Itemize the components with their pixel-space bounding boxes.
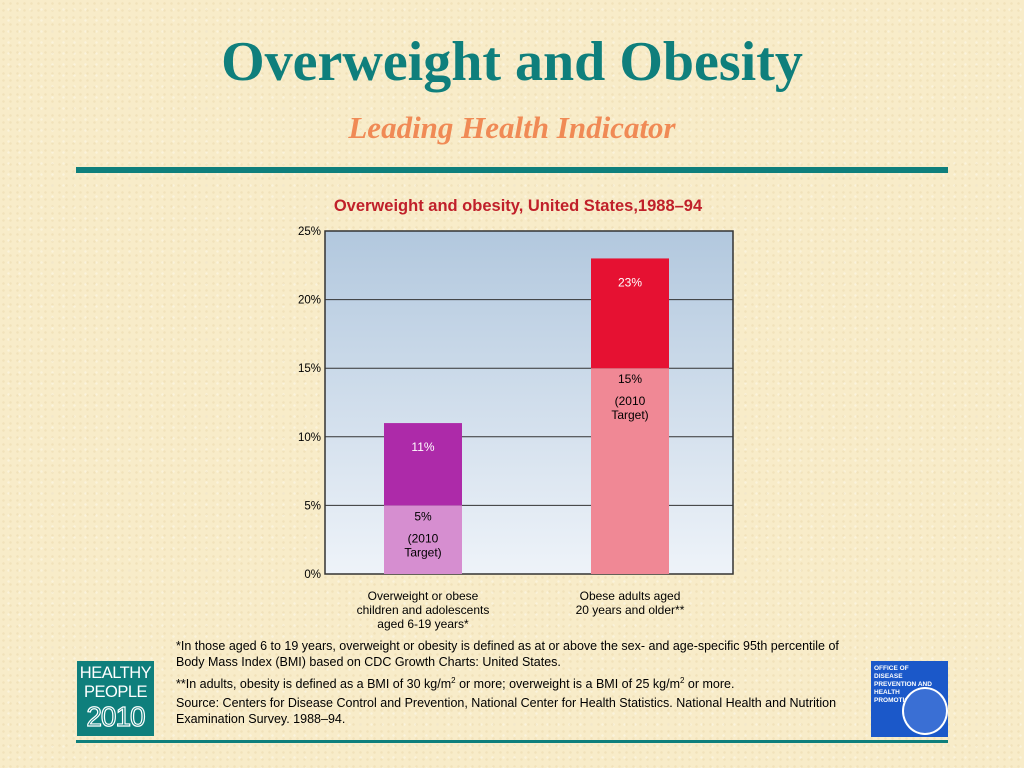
x-category-label: 20 years and older** [576, 603, 685, 617]
healthy-people-2010-logo: HEALTHY PEOPLE 2010 [77, 661, 154, 736]
x-category-label: Obese adults aged [580, 589, 681, 603]
top-divider [76, 167, 948, 173]
y-tick-label: 10% [298, 432, 321, 444]
x-category-label: Overweight or obese [368, 589, 479, 603]
footnote-adults: **In adults, obesity is defined as a BMI… [176, 676, 735, 692]
y-tick-label: 20% [298, 295, 321, 307]
bar-chart: Overweight and obesity, United States,19… [298, 197, 734, 631]
chart-title: Overweight and obesity, United States,19… [334, 197, 703, 215]
footnote-children: *In those aged 6 to 19 years, overweight… [176, 639, 839, 669]
footnotes: *In those aged 6 to 19 years, overweight… [176, 638, 856, 730]
y-tick-label: 5% [304, 500, 321, 512]
y-tick-label: 15% [298, 363, 321, 375]
bar-target-note: (2010 [615, 394, 646, 408]
bar-target-label: 5% [414, 509, 432, 523]
bar-target-segment [384, 505, 462, 574]
bar-target-note: Target) [611, 408, 648, 422]
bar-top-segment [591, 258, 669, 369]
y-tick-label: 0% [304, 569, 321, 581]
slide-subtitle: Leading Health Indicator [348, 110, 676, 145]
y-axis-ticks: 0% 5% 10% 15% 20% 25% [298, 226, 321, 581]
x-category-label: children and adolescents [357, 603, 490, 617]
seal-icon [902, 687, 948, 735]
bar-target-note: (2010 [408, 531, 439, 545]
source-note: Source: Centers for Disease Control and … [176, 696, 837, 727]
slide-title: Overweight and Obesity [221, 31, 803, 93]
bar-target-note: Target) [404, 545, 441, 559]
bar-total-label: 23% [618, 275, 642, 289]
y-tick-label: 25% [298, 226, 321, 238]
bar-target-label: 15% [618, 372, 642, 386]
bar-top-segment [384, 423, 462, 506]
bar-target-segment [591, 368, 669, 574]
odphp-logo: Office of Disease Prevention and Health … [871, 661, 948, 737]
bar-total-label: 11% [411, 440, 434, 454]
x-category-label: aged 6-19 years* [377, 617, 469, 631]
bottom-divider [76, 740, 948, 743]
